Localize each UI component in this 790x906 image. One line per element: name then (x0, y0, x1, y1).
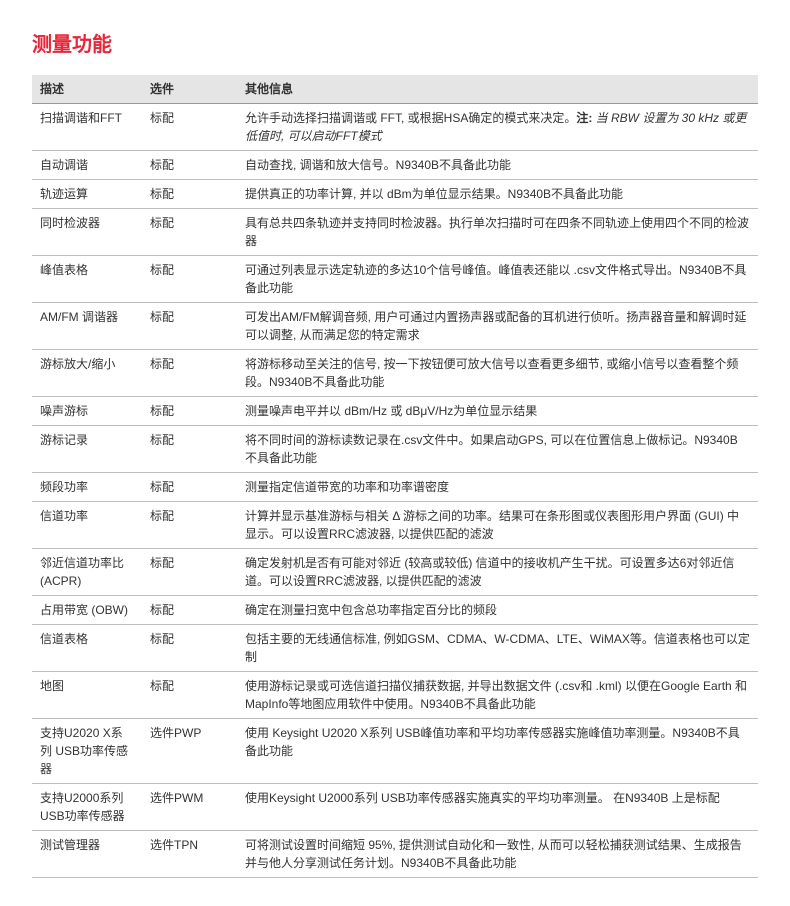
cell-option: 标配 (142, 625, 237, 672)
cell-description: 信道功率 (32, 502, 142, 549)
cell-info: 测量指定信道带宽的功率和功率谱密度 (237, 473, 758, 502)
cell-option: 标配 (142, 596, 237, 625)
table-row: 峰值表格标配可通过列表显示选定轨迹的多达10个信号峰值。峰值表还能以 .csv文… (32, 256, 758, 303)
cell-info: 将不同时间的游标读数记录在.csv文件中。如果启动GPS, 可以在位置信息上做标… (237, 426, 758, 473)
cell-description: 地图 (32, 672, 142, 719)
cell-info: 可将测试设置时间缩短 95%, 提供测试自动化和一致性, 从而可以轻松捕获测试结… (237, 831, 758, 878)
note-text: 当 RBW 设置为 30 kHz 或更低值时, 可以启动FFT模式 (245, 111, 746, 143)
table-row: 轨迹运算标配提供真正的功率计算, 并以 dBm为单位显示结果。N9340B不具备… (32, 180, 758, 209)
column-header-option: 选件 (142, 75, 237, 104)
table-row: 地图标配使用游标记录或可选信道扫描仪捕获数据, 并导出数据文件 (.csv和 .… (32, 672, 758, 719)
cell-option: 标配 (142, 104, 237, 151)
cell-info: 包括主要的无线通信标准, 例如GSM、CDMA、W-CDMA、LTE、WiMAX… (237, 625, 758, 672)
cell-option: 标配 (142, 209, 237, 256)
cell-option: 选件TPN (142, 831, 237, 878)
cell-option: 标配 (142, 473, 237, 502)
cell-option: 标配 (142, 180, 237, 209)
cell-description: 游标放大/缩小 (32, 350, 142, 397)
table-row: 频段功率标配测量指定信道带宽的功率和功率谱密度 (32, 473, 758, 502)
cell-description: AM/FM 调谐器 (32, 303, 142, 350)
cell-option: 选件PWM (142, 784, 237, 831)
cell-info: 可通过列表显示选定轨迹的多达10个信号峰值。峰值表还能以 .csv文件格式导出。… (237, 256, 758, 303)
table-row: 游标放大/缩小标配将游标移动至关注的信号, 按一下按钮便可放大信号以查看更多细节… (32, 350, 758, 397)
table-row: 信道功率标配计算并显示基准游标与相关 Δ 游标之间的功率。结果可在条形图或仪表图… (32, 502, 758, 549)
cell-option: 标配 (142, 303, 237, 350)
table-row: 游标记录标配将不同时间的游标读数记录在.csv文件中。如果启动GPS, 可以在位… (32, 426, 758, 473)
cell-option: 标配 (142, 426, 237, 473)
cell-description: 频段功率 (32, 473, 142, 502)
cell-option: 标配 (142, 549, 237, 596)
cell-description: 噪声游标 (32, 397, 142, 426)
table-row: 同时检波器标配具有总共四条轨迹并支持同时检波器。执行单次扫描时可在四条不同轨迹上… (32, 209, 758, 256)
cell-description: 扫描调谐和FFT (32, 104, 142, 151)
cell-description: 峰值表格 (32, 256, 142, 303)
cell-description: 游标记录 (32, 426, 142, 473)
table-row: 自动调谐标配自动查找, 调谐和放大信号。N9340B不具备此功能 (32, 151, 758, 180)
cell-info: 自动查找, 调谐和放大信号。N9340B不具备此功能 (237, 151, 758, 180)
note-label: 注: (576, 111, 592, 125)
cell-option: 标配 (142, 397, 237, 426)
cell-description: 占用带宽 (OBW) (32, 596, 142, 625)
cell-option: 标配 (142, 502, 237, 549)
cell-option: 标配 (142, 151, 237, 180)
cell-info: 提供真正的功率计算, 并以 dBm为单位显示结果。N9340B不具备此功能 (237, 180, 758, 209)
page-title: 测量功能 (32, 28, 758, 57)
cell-info: 可发出AM/FM解调音频, 用户可通过内置扬声器或配备的耳机进行侦听。扬声器音量… (237, 303, 758, 350)
cell-info: 将游标移动至关注的信号, 按一下按钮便可放大信号以查看更多细节, 或缩小信号以查… (237, 350, 758, 397)
cell-info: 使用 Keysight U2020 X系列 USB峰值功率和平均功率传感器实施峰… (237, 719, 758, 784)
cell-info: 确定发射机是否有可能对邻近 (较高或较低) 信道中的接收机产生干扰。可设置多达6… (237, 549, 758, 596)
cell-option: 标配 (142, 672, 237, 719)
table-row: 支持U2020 X系列 USB功率传感器选件PWP使用 Keysight U20… (32, 719, 758, 784)
table-row: 信道表格标配包括主要的无线通信标准, 例如GSM、CDMA、W-CDMA、LTE… (32, 625, 758, 672)
cell-description: 邻近信道功率比 (ACPR) (32, 549, 142, 596)
cell-description: 信道表格 (32, 625, 142, 672)
cell-description: 同时检波器 (32, 209, 142, 256)
column-header-info: 其他信息 (237, 75, 758, 104)
table-header: 描述 选件 其他信息 (32, 75, 758, 104)
table-row: 邻近信道功率比 (ACPR)标配确定发射机是否有可能对邻近 (较高或较低) 信道… (32, 549, 758, 596)
cell-description: 支持U2020 X系列 USB功率传感器 (32, 719, 142, 784)
cell-option: 标配 (142, 256, 237, 303)
table-row: 占用带宽 (OBW)标配确定在测量扫宽中包含总功率指定百分比的频段 (32, 596, 758, 625)
cell-info: 确定在测量扫宽中包含总功率指定百分比的频段 (237, 596, 758, 625)
cell-info: 使用游标记录或可选信道扫描仪捕获数据, 并导出数据文件 (.csv和 .kml)… (237, 672, 758, 719)
table-row: 噪声游标标配测量噪声电平并以 dBm/Hz 或 dBμV/Hz为单位显示结果 (32, 397, 758, 426)
cell-info: 测量噪声电平并以 dBm/Hz 或 dBμV/Hz为单位显示结果 (237, 397, 758, 426)
cell-option: 标配 (142, 350, 237, 397)
cell-option: 选件PWP (142, 719, 237, 784)
table-row: 扫描调谐和FFT标配允许手动选择扫描调谐或 FFT, 或根据HSA确定的模式来决… (32, 104, 758, 151)
cell-info: 允许手动选择扫描调谐或 FFT, 或根据HSA确定的模式来决定。注: 当 RBW… (237, 104, 758, 151)
table-row: 测试管理器选件TPN可将测试设置时间缩短 95%, 提供测试自动化和一致性, 从… (32, 831, 758, 878)
cell-description: 自动调谐 (32, 151, 142, 180)
table-row: AM/FM 调谐器标配可发出AM/FM解调音频, 用户可通过内置扬声器或配备的耳… (32, 303, 758, 350)
cell-info: 计算并显示基准游标与相关 Δ 游标之间的功率。结果可在条形图或仪表图形用户界面 … (237, 502, 758, 549)
table-row: 支持U2000系列 USB功率传感器选件PWM使用Keysight U2000系… (32, 784, 758, 831)
cell-description: 测试管理器 (32, 831, 142, 878)
column-header-description: 描述 (32, 75, 142, 104)
cell-description: 支持U2000系列 USB功率传感器 (32, 784, 142, 831)
cell-description: 轨迹运算 (32, 180, 142, 209)
cell-info: 使用Keysight U2000系列 USB功率传感器实施真实的平均功率测量。 … (237, 784, 758, 831)
table-body: 扫描调谐和FFT标配允许手动选择扫描调谐或 FFT, 或根据HSA确定的模式来决… (32, 104, 758, 878)
measurement-table: 描述 选件 其他信息 扫描调谐和FFT标配允许手动选择扫描调谐或 FFT, 或根… (32, 75, 758, 878)
cell-info: 具有总共四条轨迹并支持同时检波器。执行单次扫描时可在四条不同轨迹上使用四个不同的… (237, 209, 758, 256)
